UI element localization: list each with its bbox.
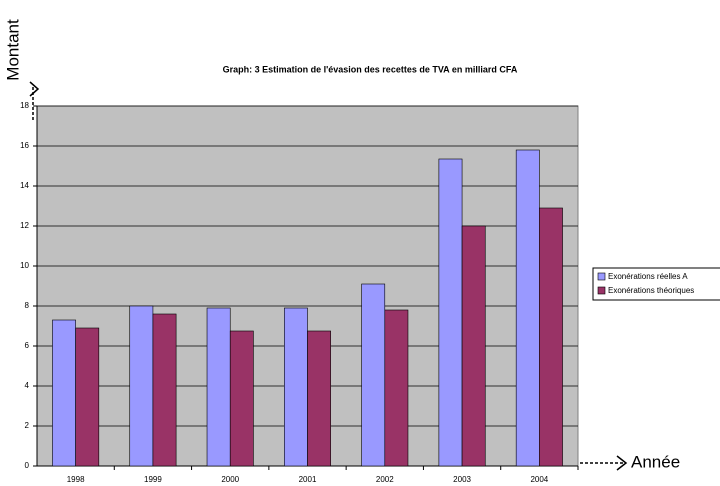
bar	[206, 307, 231, 467]
bar	[307, 330, 331, 467]
legend-label: Exonérations réelles A	[608, 272, 688, 281]
y-tick-label: 6	[25, 341, 30, 350]
bar	[539, 207, 563, 467]
y-tick-label: 8	[25, 301, 30, 310]
y-tick-label: 12	[20, 221, 29, 230]
y-tick-label: 18	[20, 101, 29, 110]
x-tick-label: 2003	[453, 475, 471, 484]
y-tick-label: 16	[20, 141, 29, 150]
legend	[592, 267, 720, 301]
x-tick-label: 2002	[376, 475, 394, 484]
bar	[52, 319, 76, 467]
bar	[438, 158, 463, 467]
bar	[361, 283, 386, 467]
x-tick-label: 1998	[67, 475, 85, 484]
bar	[129, 305, 154, 467]
x-tick-label: 2001	[299, 475, 317, 484]
x-tick-label: 1999	[144, 475, 162, 484]
x-annotation: Année	[631, 452, 680, 471]
x-tick-label: 2000	[221, 475, 239, 484]
bar	[152, 313, 177, 467]
chart-title: Graph: 3 Estimation de l'évasion des rec…	[223, 64, 518, 74]
bar	[229, 330, 254, 467]
legend-label: Exonérations théoriques	[608, 286, 694, 295]
y-tick-label: 10	[20, 261, 29, 270]
bar	[384, 309, 409, 467]
legend-swatch	[597, 272, 606, 281]
y-arrow	[29, 81, 40, 120]
bar	[515, 149, 540, 467]
y-annotation: Montant	[3, 19, 22, 81]
bar	[461, 225, 486, 467]
y-tick-label: 14	[20, 181, 29, 190]
y-tick-label: 2	[25, 421, 30, 430]
y-tick-label: 4	[25, 381, 30, 390]
legend-swatch	[597, 286, 606, 295]
x-arrow	[580, 455, 628, 471]
x-tick-label: 2004	[530, 475, 548, 484]
bar	[284, 307, 308, 467]
y-tick-label: 0	[25, 461, 30, 470]
bar	[75, 327, 100, 467]
